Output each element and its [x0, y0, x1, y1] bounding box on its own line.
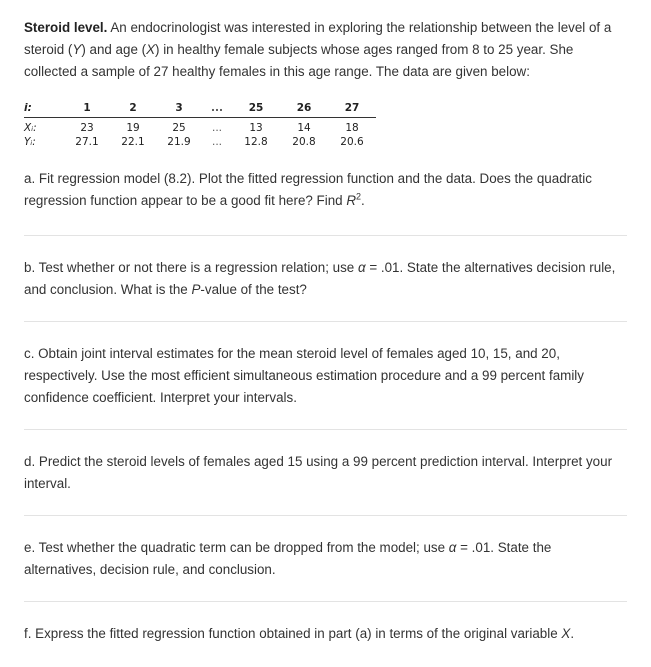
question-e: e. Test whether the quadratic term can b…	[24, 540, 552, 577]
question-c: c. Obtain joint interval estimates for t…	[24, 346, 584, 405]
table-row-x: Xᵢ: 23 19 25 ... 13 14 18	[24, 122, 359, 134]
question-f: f. Express the fitted regression functio…	[24, 626, 575, 641]
divider	[24, 601, 627, 602]
table-row-y: Yᵢ: 27.1 22.1 21.9 ... 12.8 20.8 20.6	[24, 136, 364, 148]
divider	[24, 515, 627, 516]
question-a: a. Fit regression model (8.2). Plot the …	[24, 171, 592, 208]
problem-title: Steroid level.	[24, 20, 108, 35]
question-d: d. Predict the steroid levels of females…	[24, 454, 613, 491]
data-table: i: 1 2 3 ... 25 26 27 Xᵢ: 23 19 25 ... 1…	[24, 99, 376, 149]
problem-intro: Steroid level. An endocrinologist was in…	[24, 20, 612, 79]
divider	[24, 235, 627, 236]
question-b: b. Test whether or not there is a regres…	[24, 260, 616, 297]
divider	[24, 321, 627, 322]
table-header-row: i: 1 2 3 ... 25 26 27	[24, 99, 376, 118]
divider	[24, 429, 627, 430]
